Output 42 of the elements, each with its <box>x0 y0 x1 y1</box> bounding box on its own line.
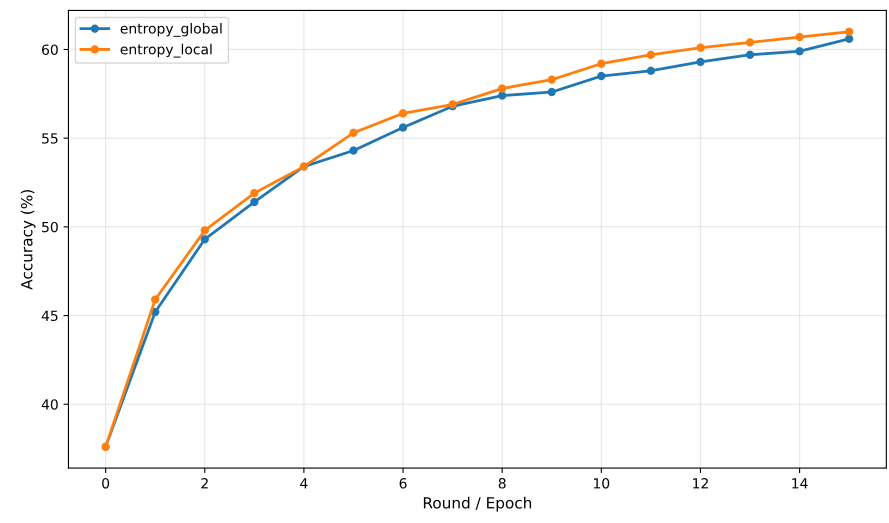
point <box>597 60 606 68</box>
point <box>498 84 506 93</box>
x-tick-label: 12 <box>693 478 708 488</box>
legend-label: entropy_global <box>120 22 222 37</box>
x-tick-label: 4 <box>300 478 308 488</box>
x-tick-label: 0 <box>102 478 110 489</box>
y-tick-label: 45 <box>42 310 58 322</box>
point <box>498 91 506 100</box>
y-axis-title: Accuracy (%) <box>20 190 36 290</box>
point <box>349 128 358 138</box>
x-tick-label: 2 <box>201 478 208 488</box>
point <box>250 188 258 198</box>
x-tick-label: 10 <box>594 478 610 489</box>
point <box>200 235 209 244</box>
y-tick-label: 50 <box>42 222 58 232</box>
legend-label: entropy_local <box>120 44 212 58</box>
x-tick-label: 6 <box>400 478 407 489</box>
point <box>200 226 209 235</box>
x-axis-title: Round / Epoch <box>424 496 532 512</box>
point <box>795 32 804 42</box>
y-tick-label: 60 <box>42 44 58 55</box>
point <box>844 34 854 44</box>
point <box>250 198 258 206</box>
point <box>795 47 804 56</box>
point <box>398 109 408 118</box>
point <box>151 295 160 304</box>
y-tick-label: 40 <box>42 399 58 410</box>
point <box>696 44 705 52</box>
point <box>646 50 656 59</box>
point <box>746 50 754 59</box>
point <box>746 38 754 47</box>
x-tick-label: 14 <box>792 478 808 488</box>
point <box>696 58 705 66</box>
point <box>646 66 656 75</box>
point <box>548 88 556 96</box>
point <box>597 72 606 80</box>
x-tick-label: 8 <box>498 478 506 489</box>
point <box>398 123 408 132</box>
point <box>548 75 556 84</box>
point <box>844 28 854 36</box>
y-tick-label: 55 <box>42 133 58 144</box>
point <box>349 146 358 155</box>
